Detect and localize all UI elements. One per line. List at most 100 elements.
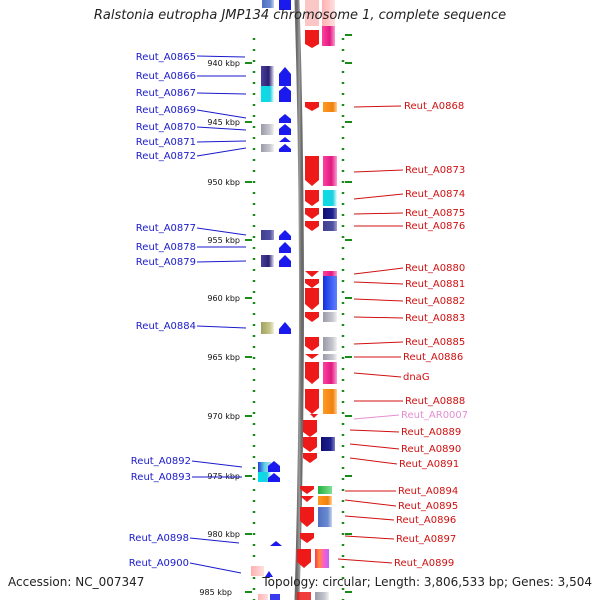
cog-box (318, 507, 332, 527)
gene-arrow (305, 221, 319, 231)
cog-box (261, 124, 274, 135)
gene-label[interactable]: Reut_A0869 (136, 105, 196, 116)
gene-arrow (279, 114, 291, 123)
cog-box (323, 276, 337, 288)
gene-label[interactable]: Reut_A0898 (129, 533, 189, 544)
cog-box (261, 66, 274, 86)
cog-box (323, 102, 337, 112)
gene-arrow (303, 453, 317, 463)
gene-arrow (279, 255, 291, 267)
gene-label[interactable]: Reut_A0877 (136, 223, 196, 234)
cog-box (323, 190, 337, 206)
cog-box (258, 462, 271, 472)
gene-arrow (279, 67, 291, 86)
gene-label[interactable]: Reut_A0876 (405, 221, 465, 232)
gene-arrow (297, 549, 311, 568)
cog-box (261, 230, 274, 240)
gene-label[interactable]: Reut_A0899 (394, 558, 454, 569)
gene-arrow (305, 208, 319, 219)
genome-summary: Topology: circular; Length: 3,806,533 bp… (262, 575, 592, 589)
cog-box (323, 354, 337, 360)
gene-arrow (305, 354, 319, 359)
gene-arrow (310, 414, 318, 418)
gene-arrow (279, 137, 291, 142)
gene-label[interactable]: Reut_A0868 (404, 101, 464, 112)
gene-label[interactable]: Reut_A0886 (403, 352, 463, 363)
gene-arrow (300, 486, 314, 494)
cog-box (323, 208, 337, 219)
gene-label[interactable]: Reut_A0890 (401, 444, 461, 455)
gene-label[interactable]: Reut_A0867 (136, 88, 196, 99)
gene-label[interactable]: Reut_A0872 (136, 151, 196, 162)
cog-box (318, 486, 332, 494)
gene-label[interactable]: Reut_AR0007 (401, 410, 468, 421)
cog-box (323, 362, 337, 384)
gene-label[interactable]: dnaG (403, 372, 430, 383)
cog-box (261, 322, 274, 334)
gene-label[interactable]: Reut_A0870 (136, 122, 196, 133)
gene-arrow (279, 322, 291, 334)
gene-label[interactable]: Reut_A0883 (405, 313, 465, 324)
gene-arrow (279, 124, 291, 135)
cog-box (261, 144, 274, 152)
gene-label[interactable]: Reut_A0878 (136, 242, 196, 253)
gene-label[interactable]: Reut_A0881 (405, 279, 465, 290)
scale-label: 950 kbp (207, 178, 240, 187)
gene-arrow (265, 571, 273, 577)
gene-arrow (305, 362, 319, 384)
gene-arrow (303, 420, 317, 437)
gene-label[interactable]: Reut_A0873 (405, 165, 465, 176)
gene-arrow (305, 389, 319, 414)
gene-label[interactable]: Reut_A0894 (398, 486, 458, 497)
scale-label: 970 kbp (207, 412, 240, 421)
gene-label[interactable]: Reut_A0897 (396, 534, 456, 545)
gene-arrow (305, 337, 319, 351)
scale-label: 940 kbp (207, 59, 240, 68)
scale-label: 960 kbp (207, 294, 240, 303)
gene-label[interactable]: Reut_A0875 (405, 208, 465, 219)
gene-arrow (279, 144, 291, 152)
gene-label[interactable]: Reut_A0885 (405, 337, 465, 348)
gene-label[interactable]: Reut_A0884 (136, 321, 196, 332)
scale-label: 965 kbp (207, 353, 240, 362)
cog-box (261, 255, 274, 267)
gene-label[interactable]: Reut_A0889 (401, 427, 461, 438)
gene-label[interactable]: Reut_A0895 (398, 501, 458, 512)
gene-label[interactable]: Reut_A0874 (405, 189, 465, 200)
left-leader-lines (189, 55, 247, 574)
gene-label[interactable]: Reut_A0866 (136, 71, 196, 82)
gene-label[interactable]: Reut_A0882 (405, 296, 465, 307)
cog-box (251, 566, 264, 576)
gene-arrow (305, 312, 319, 322)
gene-arrow (279, 86, 291, 102)
gene-label[interactable]: Reut_A0891 (399, 459, 459, 470)
gene-label[interactable]: Reut_A0865 (136, 52, 196, 63)
cog-box (323, 221, 337, 231)
gene-arrow (279, 242, 291, 253)
gene-arrow (268, 461, 280, 472)
right-gene-features (297, 0, 337, 600)
cog-box (323, 271, 337, 277)
gene-label[interactable]: Reut_A0879 (136, 257, 196, 268)
cog-box (323, 389, 337, 414)
gene-label[interactable]: Reut_A0896 (396, 515, 456, 526)
gene-arrow (270, 541, 282, 546)
gene-label[interactable]: Reut_A0871 (136, 137, 196, 148)
scale-label: 985 kbp (199, 588, 232, 597)
gene-arrow (300, 507, 314, 527)
map-title: Ralstonia eutropha JMP134 chromosome 1, … (93, 8, 507, 23)
accession-label: Accession: NC_007347 (8, 575, 145, 589)
gene-label[interactable]: Reut_A0893 (131, 472, 191, 483)
chromosome-backbone (294, 0, 304, 600)
gene-label[interactable]: Reut_A0892 (131, 456, 191, 467)
cog-box (323, 312, 337, 322)
gene-arrow (303, 437, 317, 452)
gene-arrow (305, 288, 319, 310)
scale-label: 955 kbp (207, 236, 240, 245)
cog-box (261, 86, 274, 102)
gene-label[interactable]: Reut_A0888 (405, 396, 465, 407)
gene-label[interactable]: Reut_A0900 (129, 558, 189, 569)
gene-label[interactable]: Reut_A0880 (405, 263, 465, 274)
